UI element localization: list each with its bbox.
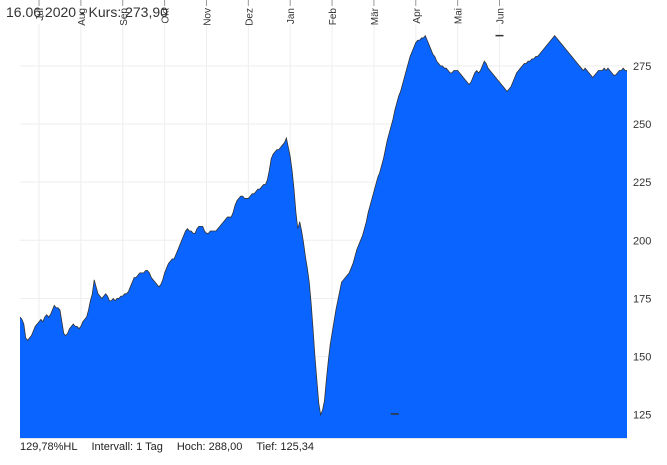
price-tick-label: 275 — [633, 61, 651, 73]
header-price-value: 273,90 — [125, 4, 168, 20]
high-low-markers — [390, 34, 504, 415]
month-tick-label: Jul — [35, 8, 46, 21]
month-tick-label: Mai — [454, 8, 465, 24]
footer-interval-value: 1 Tag — [136, 441, 163, 453]
footer-low-label: Tief: — [256, 441, 278, 453]
footer-high-label: Hoch: — [176, 441, 206, 453]
footer-high-value: 288,00 — [208, 441, 243, 453]
price-area-series — [19, 34, 627, 438]
price-line — [19, 34, 627, 417]
chart-header: 16.06.2020 - Kurs: 273,90 — [6, 4, 168, 20]
month-tick-label: Apr — [412, 7, 423, 23]
month-tick-label: Nov — [202, 8, 213, 26]
month-tick-label: Jan — [286, 8, 297, 24]
month-tick-label: Sep — [119, 8, 130, 26]
month-tick-label: Jun — [496, 8, 507, 24]
price-tick-label: 175 — [633, 293, 651, 305]
month-tick-label: Dez — [244, 8, 255, 26]
price-tick-label: 125 — [633, 410, 651, 422]
price-tick-label: 225 — [633, 177, 651, 189]
chart-footer: 129,78%HL Intervall: 1 Tag Hoch: 288,00 … — [20, 441, 314, 453]
month-tick-label: Mär — [370, 7, 381, 25]
price-tick-label: 250 — [633, 119, 651, 131]
month-tick-label: Okt — [161, 8, 172, 24]
month-axis: Jul Aug Sep Okt Nov Dez Jan Feb Mär Apr Mai Jun — [35, 0, 507, 26]
header-separator: - — [76, 4, 89, 20]
price-tick-label: 200 — [633, 235, 651, 247]
footer-interval-label: Intervall: — [91, 441, 134, 453]
footer-low-value: 125,34 — [280, 441, 315, 453]
header-date: 16.06.2020 — [6, 4, 77, 20]
price-area — [20, 35, 627, 438]
price-tick-label: 150 — [633, 352, 651, 364]
price-axis: 125 150 175 200 225 250 275 — [633, 61, 651, 422]
header-price-label: Kurs: — [88, 4, 122, 20]
month-tick-label: Feb — [328, 8, 339, 26]
footer-range-value: 129,78%HL — [20, 441, 78, 453]
month-tick-label: Aug — [77, 8, 88, 26]
